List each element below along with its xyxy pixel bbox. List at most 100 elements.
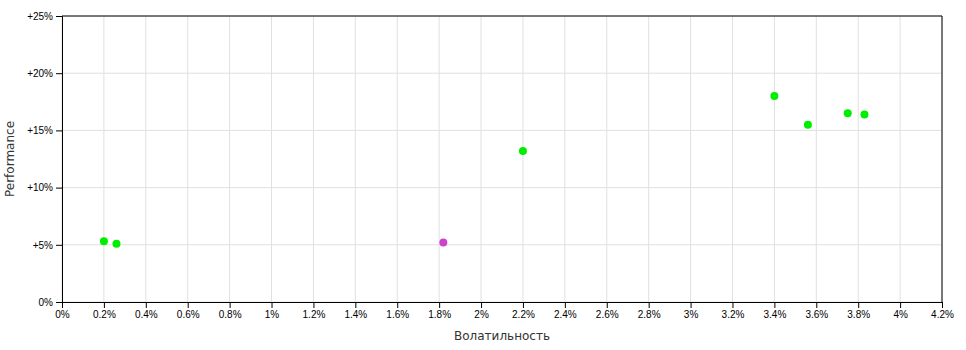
grid-line: [816, 16, 817, 302]
grid-line: [522, 16, 523, 302]
frame: [62, 16, 942, 17]
tick-label: 2.4%: [554, 309, 577, 320]
point: [804, 121, 812, 129]
tick-label: 0%: [39, 297, 54, 308]
tick-mark: [56, 73, 62, 74]
tick: +20%: [27, 68, 62, 79]
tick-mark: [858, 302, 859, 308]
frame: [942, 16, 943, 302]
tick-mark: [272, 302, 273, 308]
tick: 1.4%: [344, 302, 367, 320]
point: [112, 240, 120, 248]
tick: 2.2%: [512, 302, 535, 320]
tick-label: 2%: [474, 309, 489, 320]
tick: 1.8%: [428, 302, 451, 320]
tick-label: +5%: [33, 240, 53, 251]
tick: 2.4%: [554, 302, 577, 320]
grid-line: [439, 16, 440, 302]
tick-label: +15%: [27, 125, 53, 136]
grid-line: [62, 187, 942, 188]
tick-label: +25%: [27, 11, 53, 22]
tick: 0%: [55, 302, 70, 320]
tick-mark: [355, 302, 356, 308]
tick: 2.8%: [638, 302, 661, 320]
grid-line: [62, 73, 942, 74]
tick-mark: [732, 302, 733, 308]
tick-mark: [523, 302, 524, 308]
grid-line: [690, 16, 691, 302]
axis-line: [63, 303, 943, 309]
tick-mark: [649, 302, 650, 308]
tick: +15%: [27, 125, 62, 136]
tick: 2.6%: [596, 302, 619, 320]
grid-line: [648, 16, 649, 302]
grid-line: [355, 16, 356, 302]
tick-label: 3%: [684, 309, 699, 320]
x-axis-title: Волатильность: [454, 329, 550, 343]
grid-line: [62, 244, 942, 245]
tick-mark: [942, 302, 943, 308]
tick-mark: [439, 302, 440, 308]
tick-label: 0.8%: [219, 309, 242, 320]
tick-label: 1.4%: [344, 309, 367, 320]
tick-mark: [397, 302, 398, 308]
tick-label: 4.2%: [931, 309, 954, 320]
tick: 2%: [474, 302, 489, 320]
grid-line: [481, 16, 482, 302]
tick-mark: [56, 130, 62, 131]
chart: 0%0.2%0.4%0.6%0.8%1%1.2%1.4%1.6%1.8%2%2.…: [0, 0, 966, 350]
grid-line: [271, 16, 272, 302]
grid-line: [62, 16, 942, 17]
tick: 3.4%: [763, 302, 786, 320]
tick: 3.8%: [847, 302, 870, 320]
grid-line: [732, 16, 733, 302]
tick-label: +20%: [27, 68, 53, 79]
tick-mark: [691, 302, 692, 308]
tick-mark: [56, 245, 62, 246]
tick-label: 3.2%: [722, 309, 745, 320]
tick: +25%: [27, 11, 62, 22]
tick-label: 1%: [265, 309, 280, 320]
tick-label: 2.8%: [638, 309, 661, 320]
tick: 4.2%: [931, 302, 954, 320]
tick-mark: [56, 188, 62, 189]
tick-mark: [816, 302, 817, 308]
point: [770, 92, 778, 100]
point: [860, 110, 868, 118]
marks: [100, 92, 869, 248]
tick: 0%: [39, 297, 62, 308]
axis-line: [56, 17, 63, 303]
tick-mark: [104, 302, 105, 308]
tick-label: 1.2%: [303, 309, 326, 320]
tick-label: 2.6%: [596, 309, 619, 320]
tick-mark: [56, 302, 62, 303]
point: [844, 109, 852, 117]
y-axis-title: Performance: [3, 121, 17, 197]
tick-label: 4%: [893, 309, 908, 320]
tick: 3.2%: [722, 302, 745, 320]
grid-line: [313, 16, 314, 302]
tick-mark: [188, 302, 189, 308]
grid-line: [397, 16, 398, 302]
grid-line: [858, 16, 859, 302]
x-axis: 0%0.2%0.4%0.6%0.8%1%1.2%1.4%1.6%1.8%2%2.…: [55, 302, 954, 320]
tick-label: 1.6%: [386, 309, 409, 320]
plot: 0%0.2%0.4%0.6%0.8%1%1.2%1.4%1.6%1.8%2%2.…: [27, 11, 954, 320]
tick: 1%: [265, 302, 280, 320]
tick-label: 3.4%: [763, 309, 786, 320]
point: [519, 147, 527, 155]
tick-label: 0.2%: [93, 309, 116, 320]
tick-label: +10%: [27, 182, 53, 193]
tick: 4%: [893, 302, 908, 320]
tick-mark: [146, 302, 147, 308]
grid-line: [103, 16, 104, 302]
tick-label: 0%: [55, 309, 70, 320]
point: [100, 237, 108, 245]
grid-line: [942, 16, 943, 302]
tick-mark: [774, 302, 775, 308]
tick-mark: [56, 16, 62, 17]
tick-label: 1.8%: [428, 309, 451, 320]
grid-line: [187, 16, 188, 302]
grid-line: [145, 16, 146, 302]
tick: 3.6%: [805, 302, 828, 320]
